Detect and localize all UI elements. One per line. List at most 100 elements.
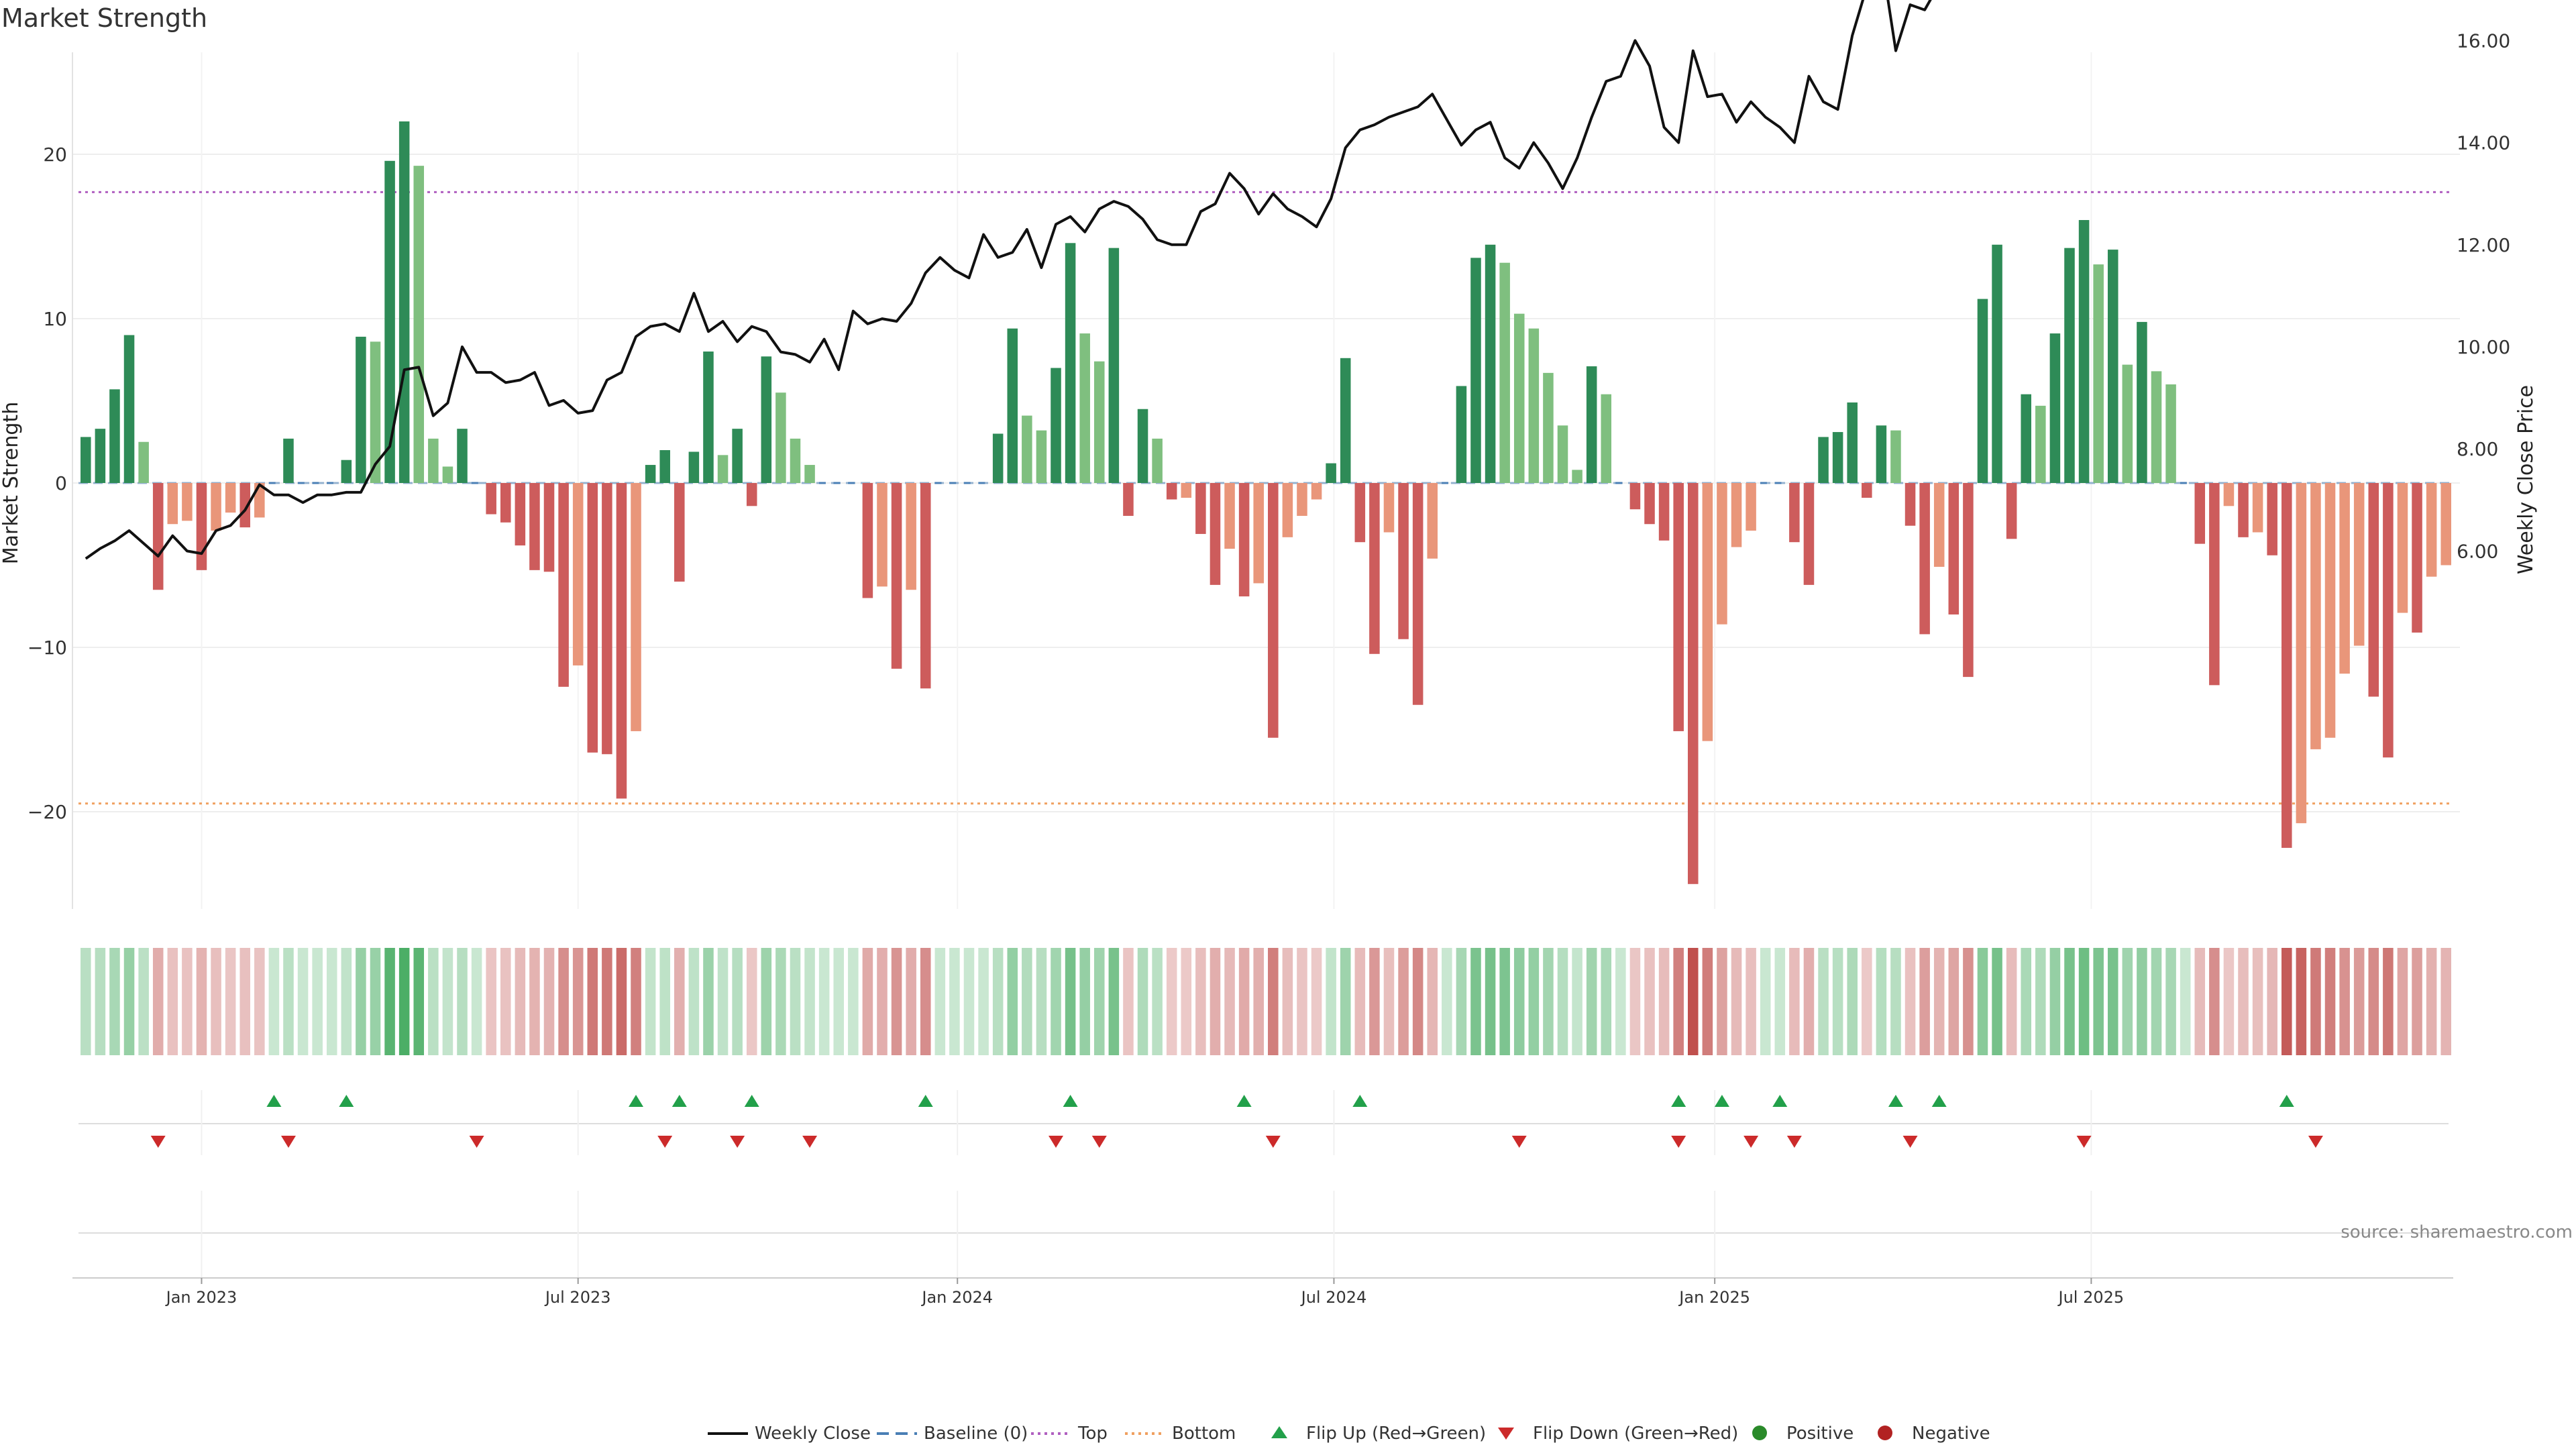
heat-cell <box>920 948 931 1055</box>
heat-cell <box>659 948 670 1055</box>
strength-bar <box>674 483 685 582</box>
strength-bar <box>1079 333 1090 483</box>
strength-bar <box>1890 430 1901 483</box>
flip-up-marker <box>629 1095 644 1107</box>
strength-bar <box>80 437 91 483</box>
heat-cell <box>877 948 888 1055</box>
heat-cell <box>616 948 627 1055</box>
heat-cell <box>1137 948 1148 1055</box>
strength-bar <box>2021 394 2032 483</box>
strength-bar <box>1933 483 1945 567</box>
legend-item-flip-down: Flip Down (Green→Red) <box>1498 1424 1738 1444</box>
heat-cell <box>500 948 511 1055</box>
heat-cell <box>1572 948 1582 1055</box>
heat-cell <box>1702 948 1713 1055</box>
heat-cell <box>1687 948 1699 1055</box>
heat-cell <box>1890 948 1901 1055</box>
legend-item-positive: Positive <box>1752 1424 1854 1444</box>
heat-cell <box>486 948 496 1055</box>
heat-cell <box>211 948 221 1055</box>
strength-bar <box>1238 483 1250 597</box>
heat-cell <box>1036 948 1047 1055</box>
strength-bar <box>2151 371 2162 483</box>
heat-cell <box>1832 948 1843 1055</box>
strength-bar <box>2310 483 2321 749</box>
strength-bars <box>80 121 2451 884</box>
strength-bar <box>1629 483 1641 510</box>
strength-heat-strip <box>80 948 2451 1055</box>
strength-bar <box>1499 262 1510 483</box>
strength-bar <box>2252 483 2263 533</box>
flip-down-marker <box>1091 1136 1107 1148</box>
strength-bar <box>1687 483 1699 884</box>
x-axis: Jan 2023 Jul 2023 Jan 2024 Jul 2024 Jan 2025… <box>72 1277 2453 1307</box>
heat-cell <box>1948 948 1960 1055</box>
strength-bar <box>1731 483 1742 547</box>
heat-cell <box>587 948 598 1055</box>
heat-cell <box>109 948 120 1055</box>
heat-cell <box>2296 948 2307 1055</box>
strength-bar <box>1904 483 1916 526</box>
y2-tick-label: 6.00 <box>2457 540 2498 562</box>
strength-bar <box>182 483 193 521</box>
strength-bar <box>790 438 801 483</box>
strength-bar <box>659 450 670 483</box>
flip-down-marker <box>2308 1136 2323 1148</box>
heat-cell <box>2397 948 2408 1055</box>
flip-up-marker <box>1888 1095 1903 1107</box>
heat-cell <box>1412 948 1424 1055</box>
heat-cell <box>1746 948 1756 1055</box>
heat-cell <box>2440 948 2451 1055</box>
heat-cell <box>1282 948 1293 1055</box>
strength-bar <box>356 336 366 483</box>
heat-cell <box>2324 948 2336 1055</box>
strength-bar <box>1832 432 1843 483</box>
flip-down-marker <box>1786 1136 1802 1148</box>
legend-item-top: Top <box>1031 1424 1108 1444</box>
heat-cell <box>428 948 439 1055</box>
strength-bar <box>413 166 425 483</box>
y2-tick-label: 10.00 <box>2457 336 2510 358</box>
strength-bar <box>1963 483 1974 678</box>
strength-bar <box>1485 244 1496 483</box>
strength-bar <box>1717 483 1727 625</box>
strength-bar <box>2137 321 2147 483</box>
heat-cell <box>645 948 656 1055</box>
heat-cell <box>2252 948 2263 1055</box>
x-tick-label: Jul 2025 <box>2057 1288 2125 1307</box>
strength-bar <box>631 483 641 731</box>
strength-bar <box>457 429 468 483</box>
flip-marker-panel <box>78 1090 2449 1155</box>
legend-item-bottom: Bottom <box>1125 1424 1236 1444</box>
heat-cell <box>1326 948 1336 1055</box>
heat-cell <box>1108 948 1120 1055</box>
heat-cell <box>2353 948 2365 1055</box>
strength-bar <box>2209 483 2220 686</box>
legend-label: Bottom <box>1172 1424 1236 1444</box>
strength-bar <box>1601 394 1612 483</box>
heat-cell <box>1774 948 1786 1055</box>
strength-bar <box>2238 483 2249 537</box>
strength-bar <box>543 483 555 572</box>
strength-bar <box>2165 384 2176 483</box>
flip-down-marker <box>1511 1136 1527 1148</box>
heat-cell <box>848 948 859 1055</box>
strength-bar <box>1268 483 1279 738</box>
heat-cell <box>1210 948 1221 1055</box>
strength-bar <box>1195 483 1206 534</box>
strength-bar <box>920 483 931 689</box>
legend-item-baseline: Baseline (0) <box>877 1424 1028 1444</box>
heat-cell <box>1079 948 1090 1055</box>
heat-cell <box>775 948 786 1055</box>
heat-cell <box>1818 948 1829 1055</box>
heat-cell <box>1992 948 2002 1055</box>
legend-swatch <box>1271 1426 1287 1438</box>
flip-down-marker <box>802 1136 818 1148</box>
strength-bar <box>1427 483 1438 559</box>
strength-bar <box>2281 483 2292 848</box>
heat-cell <box>1195 948 1206 1055</box>
heat-cell <box>949 948 960 1055</box>
heat-cell <box>1513 948 1525 1055</box>
heat-cell <box>283 948 294 1055</box>
